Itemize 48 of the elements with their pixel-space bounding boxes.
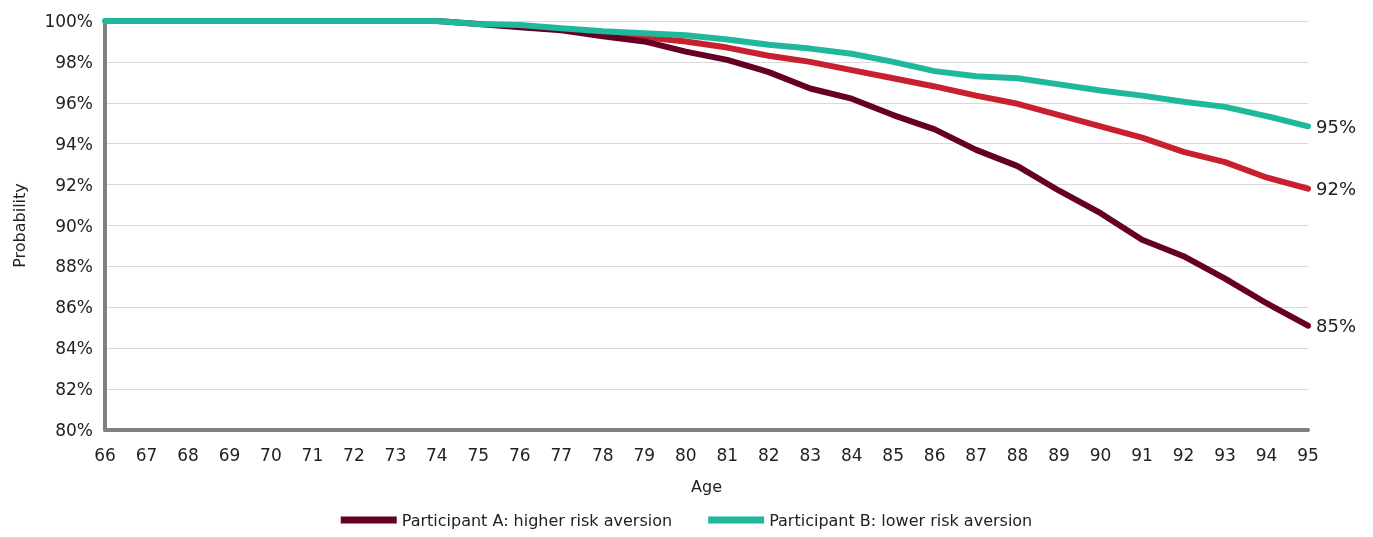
x-tick-label: 83 — [799, 444, 822, 465]
x-axis-title: Age — [691, 476, 722, 496]
x-tick-label: 95 — [1297, 444, 1319, 465]
annotation: 95% — [1316, 115, 1357, 137]
legend-label: Participant A: higher risk aversion — [401, 510, 673, 530]
legend-label: Participant B: lower risk aversion — [769, 510, 1033, 530]
x-tick-label: 75 — [467, 444, 490, 465]
x-tick-label: 69 — [218, 444, 241, 465]
x-tick-label: 91 — [1131, 444, 1153, 465]
annotation: 85% — [1316, 315, 1357, 337]
x-tick-label: 67 — [135, 444, 158, 465]
x-tick-label: 93 — [1214, 444, 1236, 465]
x-tick-label: 74 — [426, 444, 448, 465]
y-tick-label: 80% — [55, 420, 93, 440]
x-tick-label: 85 — [882, 444, 904, 465]
x-tick-label: 84 — [840, 444, 863, 465]
x-tick-label: 78 — [591, 444, 614, 465]
y-tick-label: 94% — [55, 133, 93, 154]
x-tick-label: 81 — [716, 444, 739, 465]
x-tick-label: 79 — [633, 444, 656, 465]
x-tick-label: 92 — [1172, 444, 1195, 465]
x-tick-label: 86 — [923, 444, 946, 465]
y-tick-label: 88% — [55, 256, 93, 277]
x-tick-label: 71 — [301, 444, 324, 465]
y-tick-label: 96% — [55, 92, 93, 113]
y-tick-label: 92% — [55, 174, 93, 195]
x-tick-label: 73 — [384, 444, 407, 465]
x-tick-label: 80 — [674, 444, 697, 465]
x-tick-label: 82 — [757, 444, 780, 465]
x-tick-label: 90 — [1089, 444, 1112, 465]
x-tick-label: 89 — [1048, 444, 1070, 465]
x-tick-label: 68 — [177, 444, 199, 465]
y-axis-title: Probability — [9, 183, 29, 268]
y-tick-label: 100% — [44, 11, 93, 31]
x-tick-label: 72 — [343, 444, 365, 465]
x-tick-label: 70 — [260, 444, 282, 465]
annotation: 92% — [1316, 178, 1357, 200]
y-tick-label: 82% — [55, 379, 93, 400]
x-tick-label: 76 — [509, 444, 531, 465]
y-tick-label: 84% — [55, 338, 93, 359]
x-tick-label: 88 — [1006, 444, 1029, 465]
y-tick-label: 86% — [55, 297, 93, 318]
x-tick-label: 87 — [965, 444, 987, 465]
x-tick-label: 94 — [1255, 444, 1278, 465]
x-tick-label: 66 — [94, 444, 116, 465]
y-tick-label: 98% — [55, 51, 93, 72]
x-tick-label: 77 — [550, 444, 573, 465]
y-tick-label: 90% — [55, 215, 93, 236]
